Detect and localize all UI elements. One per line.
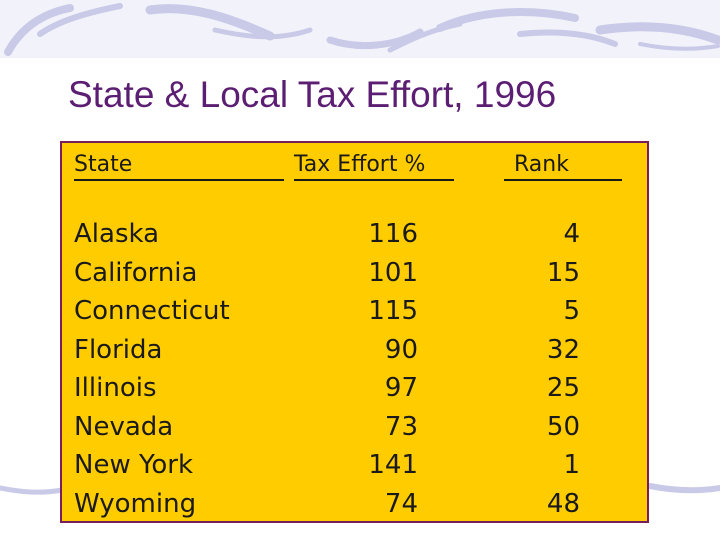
rank-value: 1 [563, 450, 580, 480]
tax-effort-value: 73 [384, 411, 418, 442]
tax-effort-value: 115 [368, 296, 418, 326]
tax-effort-table: State Tax Effort % Rank Alaska 116 4 Califo… [60, 141, 649, 523]
header-underline-tax-effort [294, 179, 454, 181]
tax-effort-value: 101 [368, 257, 418, 288]
state-name: Connecticut [74, 296, 230, 326]
tax-effort-value: 116 [368, 219, 418, 249]
rank-value: 48 [546, 488, 580, 519]
state-name: Illinois [74, 373, 157, 403]
state-name: New York [74, 450, 194, 480]
tax-effort-value: 97 [384, 373, 418, 403]
state-name: California [74, 257, 198, 288]
state-name: Florida [74, 334, 163, 365]
slide-title: State & Local Tax Effort, 1996 [68, 74, 557, 115]
tax-effort-value: 90 [384, 334, 418, 365]
header-underline-rank [504, 179, 622, 181]
tax-effort-value: 141 [368, 450, 418, 480]
state-name: Wyoming [74, 488, 197, 519]
state-name: Nevada [74, 411, 174, 442]
state-name: Alaska [74, 219, 160, 249]
header-underline-state [74, 179, 284, 181]
rank-value: 4 [563, 219, 580, 249]
tax-effort-value: 74 [384, 488, 418, 519]
header-rank: Rank [514, 152, 569, 177]
rank-value: 25 [546, 373, 580, 403]
header-state: State [74, 152, 133, 177]
rank-value: 5 [563, 296, 580, 326]
header-tax-effort: Tax Effort % [294, 152, 426, 177]
rank-value: 32 [546, 334, 580, 365]
rank-value: 50 [546, 411, 580, 442]
rank-value: 15 [546, 257, 580, 288]
